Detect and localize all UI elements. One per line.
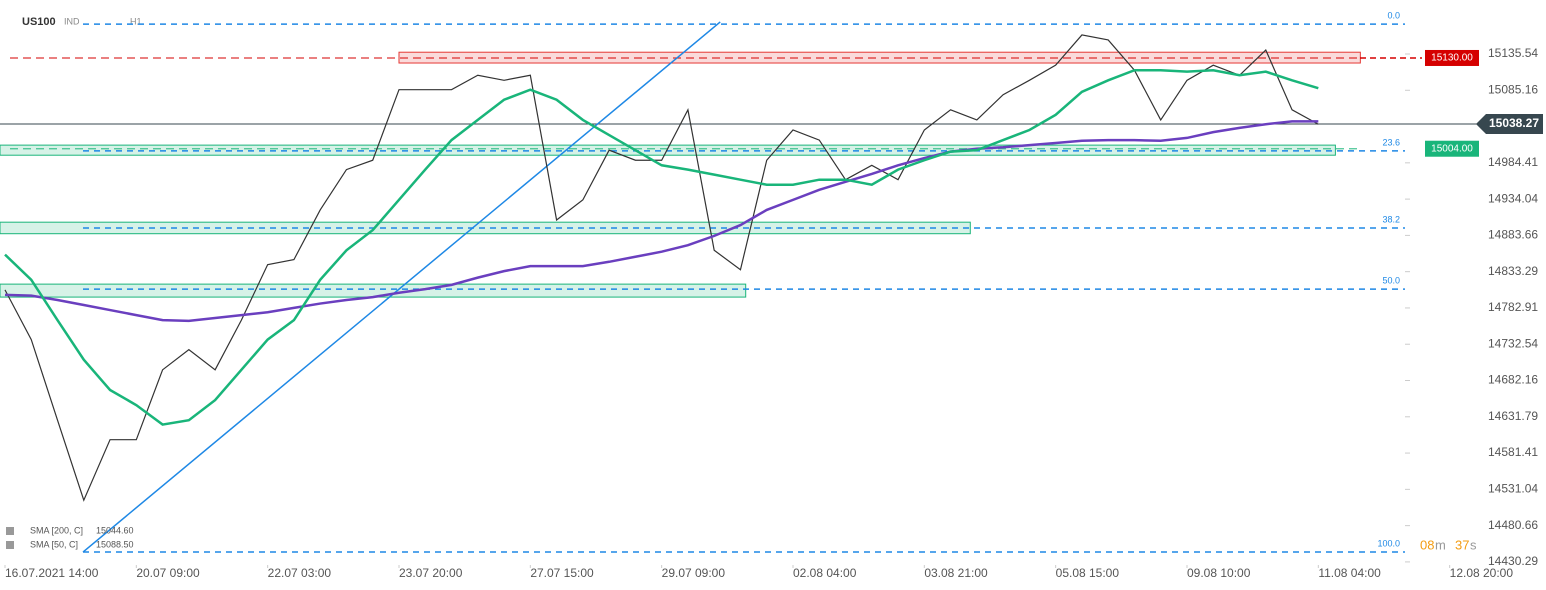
y-tick-label: 14883.66 <box>1488 228 1538 242</box>
sma-line <box>4 68 1319 426</box>
level-label: 15004.00 <box>1431 143 1473 154</box>
legend-value: 15088.50 <box>96 539 134 549</box>
y-tick-label: 14934.04 <box>1488 191 1538 205</box>
y-tick-label: 14531.04 <box>1488 482 1538 496</box>
y-tick-label: 14682.16 <box>1488 373 1538 387</box>
x-tick-label: 20.07 09:00 <box>136 566 200 580</box>
legend-value: 15044.60 <box>96 525 134 535</box>
level-box <box>1425 49 1479 66</box>
countdown-seconds-unit: s <box>1470 537 1477 552</box>
countdown-minutes-unit: m <box>1435 537 1446 552</box>
legend-swatch <box>6 541 14 549</box>
zone <box>0 221 971 235</box>
x-tick-label: 02.08 04:00 <box>793 566 857 580</box>
countdown-minutes: 08 <box>1420 537 1434 552</box>
countdown-seconds: 37 <box>1455 537 1469 552</box>
current-price-box <box>1476 114 1543 135</box>
legend-name: SMA [50, C] <box>30 539 78 549</box>
fib-label: 23.6 <box>1382 137 1400 147</box>
y-tick-label: 14732.54 <box>1488 336 1538 350</box>
x-tick-label: 23.07 20:00 <box>399 566 463 580</box>
y-tick-label: 14430.29 <box>1488 554 1538 568</box>
current-price-label: 15038.27 <box>1489 116 1539 130</box>
fib-label: 38.2 <box>1382 214 1400 224</box>
timeframe: H1 <box>130 16 142 26</box>
fib-label: 50.0 <box>1382 276 1400 286</box>
legend-swatch <box>6 527 14 535</box>
y-tick-label: 14631.79 <box>1488 409 1538 423</box>
y-tick-label: 14581.41 <box>1488 445 1538 459</box>
y-tick-label: 14833.29 <box>1488 264 1538 278</box>
level-box <box>1425 140 1479 157</box>
legend-name: SMA [200, C] <box>30 525 83 535</box>
y-tick-label: 14480.66 <box>1488 518 1538 532</box>
x-tick-label: 05.08 15:00 <box>1056 566 1120 580</box>
x-tick-label: 12.08 20:00 <box>1450 566 1514 580</box>
x-tick-label: 16.07.2021 14:00 <box>5 566 99 580</box>
x-tick-label: 03.08 21:00 <box>924 566 988 580</box>
y-tick-label: 15135.54 <box>1488 46 1538 60</box>
y-tick-label: 15085.16 <box>1488 82 1538 96</box>
x-tick-label: 22.07 03:00 <box>268 566 332 580</box>
price-line <box>4 34 1319 502</box>
fib-label: 0.0 <box>1387 11 1400 21</box>
symbol: US100 <box>22 16 56 28</box>
y-tick-label: 14984.41 <box>1488 155 1538 169</box>
x-tick-label: 29.07 09:00 <box>662 566 726 580</box>
fib-label: 100.0 <box>1377 538 1400 548</box>
x-tick-label: 09.08 10:00 <box>1187 566 1251 580</box>
market: IND <box>64 16 80 26</box>
zone <box>0 283 747 298</box>
y-tick-label: 14782.91 <box>1488 300 1538 314</box>
sma-line <box>4 120 1319 323</box>
level-label: 15130.00 <box>1431 53 1473 64</box>
x-tick-label: 11.08 04:00 <box>1318 566 1381 580</box>
x-tick-label: 27.07 15:00 <box>530 566 594 580</box>
trendline <box>82 21 721 553</box>
